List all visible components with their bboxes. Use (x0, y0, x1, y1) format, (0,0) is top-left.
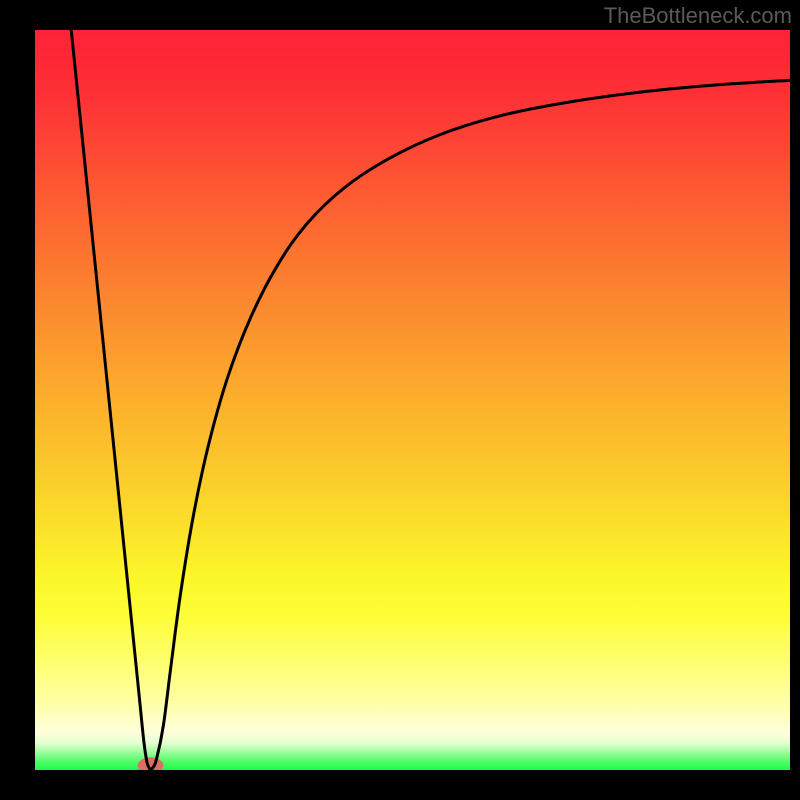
chart-svg (0, 0, 800, 800)
bottleneck-chart: TheBottleneck.com (0, 0, 800, 800)
chart-background (35, 30, 790, 770)
source-watermark: TheBottleneck.com (604, 3, 792, 29)
